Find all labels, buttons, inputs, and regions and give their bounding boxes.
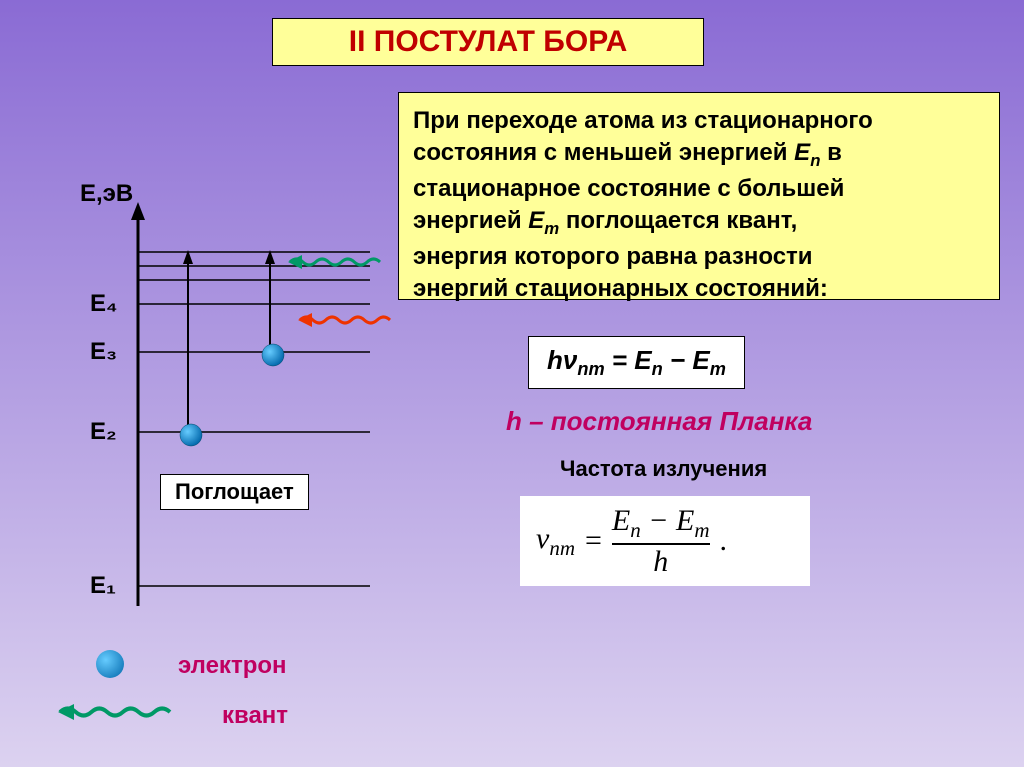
level-label: Е₁ xyxy=(90,572,116,600)
description-box: При переходе атома из стационарногососто… xyxy=(398,92,1000,300)
legend-electron: электрон xyxy=(178,652,287,680)
legend-electron-ball xyxy=(96,650,124,678)
formula-frequency: νnm= En − Em h . xyxy=(520,496,810,586)
planck-constant-label: h – постоянная Планка xyxy=(506,406,812,437)
diagram-svg xyxy=(80,186,400,626)
formula-energy: hνnm = En − Em xyxy=(528,336,745,389)
level-label: Е₂ xyxy=(90,418,117,446)
level-label: Е₄ xyxy=(90,290,117,318)
frequency-label: Частота излучения xyxy=(560,456,767,482)
energy-diagram xyxy=(80,186,400,626)
level-label: Е₃ xyxy=(90,338,117,366)
legend-quantum-wave xyxy=(40,692,240,732)
title: II ПОСТУЛАТ БОРА xyxy=(272,18,704,66)
absorb-label: Поглощает xyxy=(160,474,309,510)
axis-label: Е,эВ xyxy=(80,180,133,208)
title-text: II ПОСТУЛАТ БОРА xyxy=(349,25,627,59)
